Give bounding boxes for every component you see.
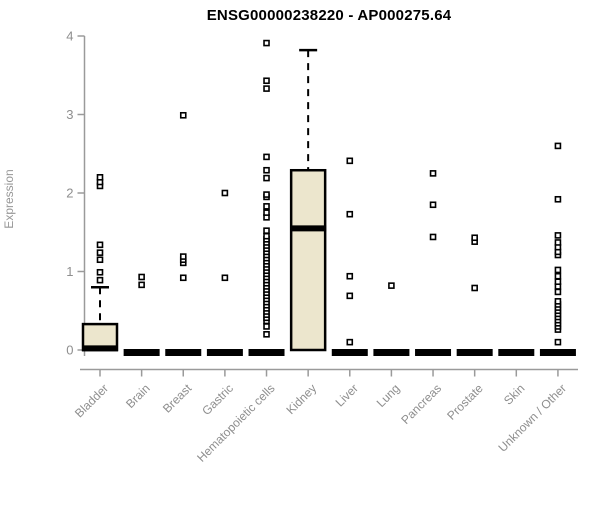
outlier-point [96,174,104,181]
outlier-point [138,273,145,281]
outlier-point [179,274,187,282]
outlier-point [429,233,437,241]
outlier-point [554,272,562,280]
box-group [539,142,576,356]
outlier-point [554,239,562,246]
outlier-point [471,234,478,242]
outlier-point [554,232,562,239]
collapsed-box [206,349,243,356]
outlier-point [263,203,270,210]
collapsed-box [373,349,410,356]
x-tick-label: Hematopoietic cells [194,381,277,464]
x-tick-label: Kidney [283,381,319,417]
box-group [81,174,119,352]
x-tick-label: Prostate [444,381,486,423]
box-group [248,39,285,356]
outlier-point [221,189,229,197]
outlier-point [346,272,354,280]
outlier-point [263,209,270,216]
x-tick-label: Brain [123,381,153,411]
outlier-point [554,278,562,286]
outlier-point [179,111,187,119]
box-group [456,234,493,356]
x-tick-label: Liver [333,381,361,409]
outlier-point [429,170,437,177]
outlier-point [554,142,562,150]
y-tick-label: 2 [66,186,73,201]
outlier-point [96,268,104,276]
outlier-point [388,282,395,289]
box-group [498,349,535,356]
outlier-point [429,201,437,209]
outlier-point [138,281,145,289]
chart-title: ENSG00000238220 - AP000275.64 [206,7,452,24]
collapsed-box [248,349,285,356]
outlier-point [263,323,270,330]
outlier-point [263,330,270,338]
y-tick-label: 4 [66,29,73,44]
box-group [415,170,452,356]
box-group [165,111,202,356]
outlier-point [263,85,270,92]
outlier-point [221,274,229,282]
collapsed-box [498,349,535,356]
box-group [331,157,368,356]
outlier-point [96,241,104,249]
outlier-point [554,266,562,274]
collapsed-box [456,349,493,356]
outlier-point [263,232,270,240]
box-group [206,189,243,356]
outlier-point [263,77,270,85]
outlier-point [346,292,354,300]
outlier-point [554,338,562,346]
y-tick-label: 3 [66,107,73,122]
outlier-point [263,166,270,174]
box [289,168,327,352]
collapsed-box [123,349,160,356]
x-tick-label: Skin [501,381,527,407]
box-group [123,273,160,356]
outlier-point [346,210,354,218]
outlier-point [346,157,354,165]
box-group [373,282,410,356]
outlier-point [96,276,104,284]
x-tick-label: Lung [374,381,403,410]
outlier-point [96,256,104,264]
y-tick-label: 0 [66,343,73,358]
outlier-point [263,191,270,198]
collapsed-box [165,349,202,356]
outlier-point [179,253,187,260]
collapsed-box [331,349,368,356]
box-group [289,48,327,352]
outlier-point [263,39,270,47]
outlier-point [554,298,562,305]
x-tick-label: Breast [160,381,195,416]
outlier-point [263,174,270,182]
x-tick-label: Bladder [72,381,111,420]
outlier-point [346,338,354,346]
outlier-point [263,153,270,161]
collapsed-box [539,349,576,356]
outlier-point [554,195,562,203]
outlier-point [471,284,478,292]
y-tick-label: 1 [66,264,73,279]
outlier-point [263,227,270,234]
collapsed-box [415,349,452,356]
y-axis-label: Expression [2,169,16,229]
x-tick-label: Pancreas [398,381,444,427]
outlier-point [96,249,104,256]
outlier-point [554,288,562,296]
x-tick-label: Gastric [199,381,236,418]
